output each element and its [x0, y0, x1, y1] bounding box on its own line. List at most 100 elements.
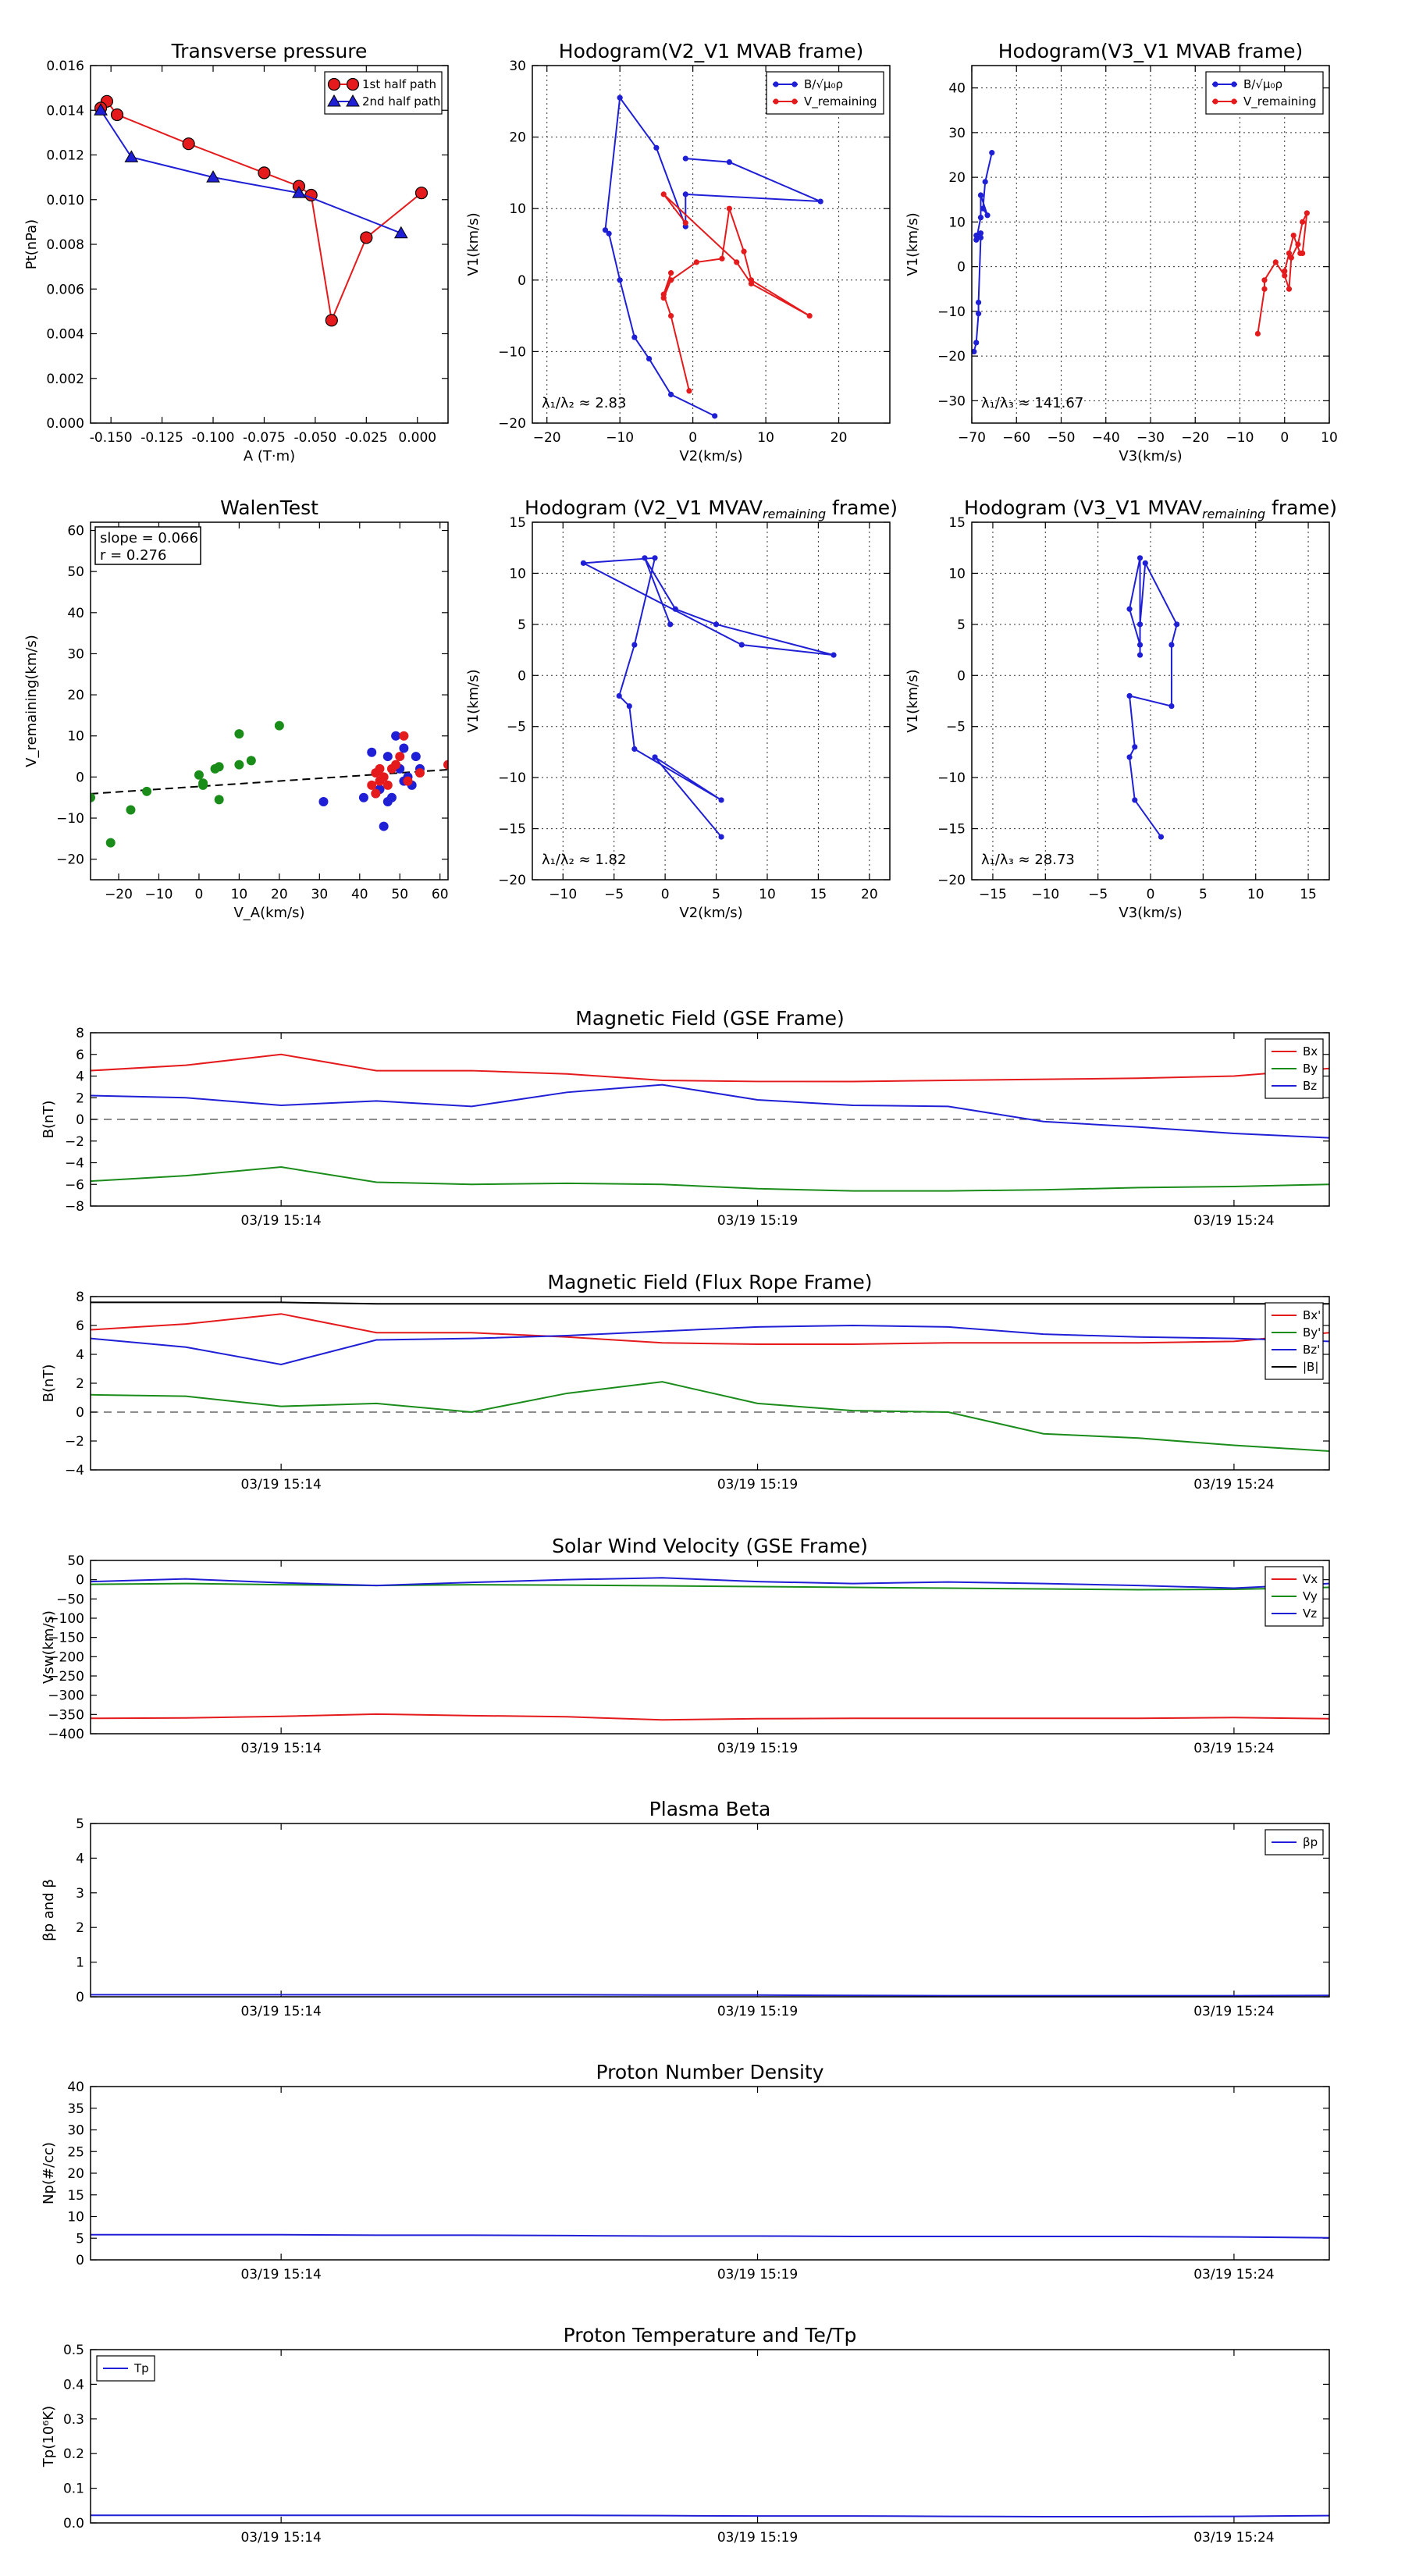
legend-label: Vy — [1303, 1589, 1318, 1603]
y-tick-label: 0.012 — [46, 148, 84, 164]
series-0-point — [91, 792, 95, 802]
legend-label: Tp — [133, 2361, 149, 2375]
series-0-point — [1136, 555, 1144, 561]
chart-title: Hodogram (V2_V1 MVAVremaining frame) — [525, 496, 898, 521]
series-2-point — [414, 768, 425, 778]
y-tick-label: 40 — [948, 81, 966, 97]
chart-title: Magnetic Field (Flux Rope Frame) — [547, 1271, 872, 1293]
axes-frame — [971, 521, 1330, 881]
y-tick-label: 10 — [67, 729, 84, 745]
legend-frame — [324, 71, 443, 115]
series-v-remaining-point — [734, 259, 740, 265]
y-axis-label: B(nT) — [41, 1364, 57, 1403]
series-0-point — [198, 780, 208, 790]
chart-walen_test: −20 −10 0 10 20 30 40 50 60 −20 −10 0 10 20 30 40 50 60 Wa… — [23, 496, 449, 921]
x-tick-label: 5 — [712, 887, 720, 902]
y-tick-label: 15 — [67, 2188, 84, 2204]
y-tick-label: 0.006 — [46, 282, 84, 297]
axes-frame — [90, 2349, 1330, 2524]
legend-label: V_remaining — [1243, 94, 1317, 109]
plot-area — [91, 1577, 1329, 1721]
legend-marker — [346, 77, 360, 91]
x-tick-label: 0.000 — [398, 430, 436, 446]
series-0-point — [1136, 642, 1144, 648]
series-b--point — [617, 94, 623, 101]
x-tick-label: 0 — [195, 887, 204, 902]
chart-title: Plasma Beta — [649, 1798, 771, 1820]
y-tick-label: −100 — [48, 1611, 84, 1627]
series-2-point — [443, 760, 448, 770]
axes-frame — [971, 65, 1330, 424]
series-0-point — [1126, 754, 1133, 760]
series-v-remaining-point — [1290, 232, 1297, 239]
x-tick-label: 03/19 15:19 — [717, 1741, 798, 1756]
series-v-remaining-point — [667, 313, 674, 319]
series-1-point — [379, 821, 389, 831]
series-v-remaining-point — [726, 205, 732, 212]
series-2-point — [395, 752, 405, 762]
y-tick-label: −350 — [48, 1707, 84, 1723]
x-tick-label: −10 — [145, 887, 173, 902]
series-v-remaining-point — [1297, 250, 1304, 257]
series-1-point — [318, 796, 329, 806]
x-tick-label: -0.150 — [90, 430, 133, 446]
y-tick-label: 0.2 — [63, 2446, 84, 2462]
y-tick-label: 6 — [76, 1318, 84, 1334]
series-0-point — [631, 642, 638, 648]
series-b--point — [973, 232, 980, 239]
y-axis-label: Tp(10⁶K) — [41, 2406, 57, 2467]
series-b--point — [977, 215, 984, 221]
x-tick-label: −10 — [1031, 887, 1059, 902]
x-tick-label: 0 — [661, 887, 670, 902]
chart-proton_temperature: 03/19 15:14 03/19 15:19 03/19 15:24 0.0 0.1 0… — [41, 2324, 1330, 2546]
series-v-remaining-point — [806, 313, 813, 319]
x-tick-label: 40 — [351, 887, 368, 902]
series-b--point — [973, 340, 980, 346]
chart-plasma_beta: 03/19 15:14 03/19 15:19 03/19 15:24 0 1 2 3 4 5 P… — [41, 1798, 1330, 2019]
legend-label: V_remaining — [804, 94, 877, 109]
y-tick-label: −10 — [937, 770, 966, 786]
series-b--point — [653, 144, 660, 151]
y-tick-label: −20 — [498, 873, 526, 888]
series-vx-line — [91, 1713, 1329, 1721]
x-tick-label: 10 — [759, 887, 776, 902]
x-tick-label: 30 — [311, 887, 329, 902]
y-tick-label: 0 — [957, 260, 966, 276]
plot-area — [580, 555, 837, 840]
series-0-point — [642, 555, 648, 561]
series-0-point — [142, 786, 152, 796]
axes-frame — [90, 65, 449, 424]
chart-magnetic_field_gse: 03/19 15:14 03/19 15:19 03/19 15:24 −8 −6 −4 −… — [41, 1007, 1330, 1229]
y-tick-label: 0 — [76, 2253, 84, 2268]
x-tick-label: −5 — [604, 887, 624, 902]
x-tick-label: −20 — [1181, 430, 1209, 446]
series-v-remaining-point — [660, 191, 667, 197]
series-v-remaining-point — [1261, 286, 1268, 292]
series-b--point — [975, 299, 982, 306]
series-1-point — [411, 752, 421, 762]
chart-title: Solar Wind Velocity (GSE Frame) — [552, 1535, 868, 1557]
series-v-remaining-point — [1261, 277, 1268, 283]
series-bx-line — [91, 1053, 1329, 1083]
y-tick-label: 5 — [518, 617, 526, 633]
annotation: λ₁/λ₂ ≈ 1.82 — [542, 852, 626, 868]
y-tick-label: 0 — [76, 1573, 84, 1589]
y-axis-label: βp and β — [41, 1879, 57, 1941]
annotation: λ₁/λ₃ ≈ 141.67 — [981, 395, 1083, 411]
legend-marker — [346, 94, 360, 107]
series-b--point — [977, 234, 984, 241]
series-0-line — [91, 2233, 1329, 2239]
series-b--point — [726, 159, 732, 165]
y-tick-label: −15 — [937, 822, 966, 838]
series-v-remaining-point — [1286, 250, 1293, 257]
legend-marker — [1231, 81, 1237, 87]
chart-transverse_pressure: -0.150 -0.125 -0.100 -0.075 -0.050 -0.025 0.00… — [23, 40, 449, 464]
y-tick-label: 0.008 — [46, 237, 84, 253]
chart-title: Proton Number Density — [596, 2061, 824, 2083]
x-tick-label: 03/19 15:24 — [1193, 2004, 1274, 2019]
x-tick-label: −60 — [1002, 430, 1030, 446]
y-tick-label: −400 — [48, 1727, 84, 1742]
y-tick-label: 2 — [76, 1376, 84, 1392]
y-tick-label: 0.1 — [63, 2482, 84, 2497]
legend-marker — [1212, 81, 1218, 87]
